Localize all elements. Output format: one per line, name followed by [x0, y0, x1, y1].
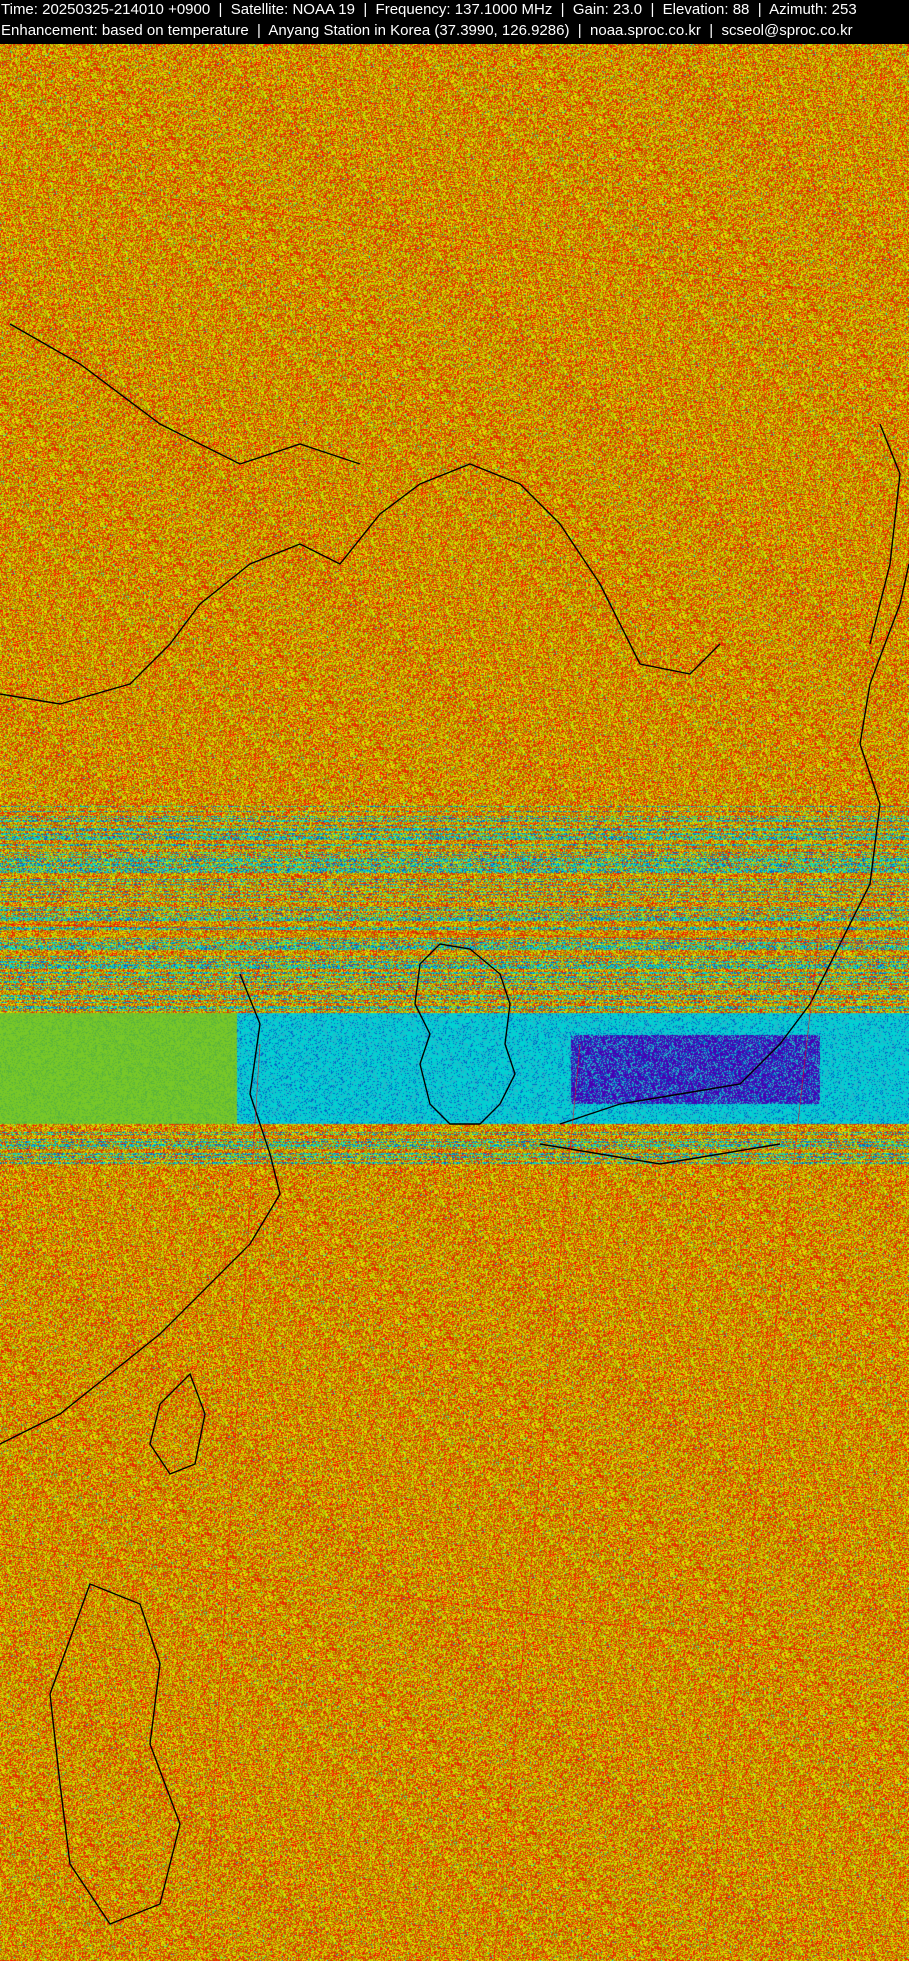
- coastline-philippines: [49, 1583, 181, 1925]
- lat-lon-grid: [0, 173, 909, 1961]
- header-line-capture-info: Time: 20250325-214010 +0900 | Satellite:…: [1, 1, 857, 18]
- coastline-taiwan: [149, 1372, 206, 1475]
- coastline-china-north: [0, 463, 721, 705]
- coastline-okhotsk: [9, 323, 361, 465]
- coastline-kyushu-shikoku: [539, 1143, 781, 1165]
- header-line-station-info: Enhancement: based on temperature | Anya…: [1, 22, 853, 39]
- coastline-japan: [559, 563, 909, 1125]
- satellite-image: [0, 44, 909, 1961]
- coastline-korea: [414, 943, 516, 1125]
- coastline-china-east: [0, 973, 281, 1445]
- coastline-sakhalin: [869, 423, 901, 645]
- map-overlay: [0, 173, 909, 1961]
- info-header: Time: 20250325-214010 +0900 | Satellite:…: [0, 0, 909, 44]
- enhanced-thermal-image: [0, 44, 909, 1961]
